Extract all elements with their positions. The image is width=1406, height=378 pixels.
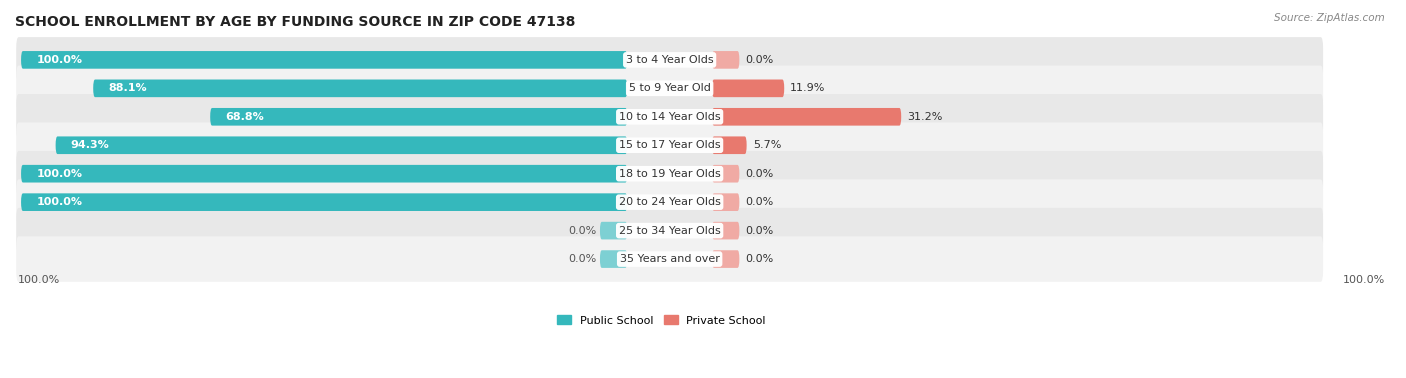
FancyBboxPatch shape [17,37,1323,83]
Text: 88.1%: 88.1% [108,83,148,93]
FancyBboxPatch shape [711,136,747,154]
Text: 0.0%: 0.0% [745,226,773,235]
Text: 35 Years and over: 35 Years and over [620,254,720,264]
Text: 100.0%: 100.0% [37,169,82,179]
Text: 10 to 14 Year Olds: 10 to 14 Year Olds [619,112,720,122]
Text: 0.0%: 0.0% [745,197,773,207]
FancyBboxPatch shape [17,122,1323,168]
Text: 100.0%: 100.0% [18,276,60,285]
Text: 100.0%: 100.0% [37,197,82,207]
FancyBboxPatch shape [17,94,1323,139]
FancyBboxPatch shape [600,222,627,239]
Text: 0.0%: 0.0% [745,169,773,179]
Text: 0.0%: 0.0% [568,254,598,264]
Text: Source: ZipAtlas.com: Source: ZipAtlas.com [1274,13,1385,23]
Text: 3 to 4 Year Olds: 3 to 4 Year Olds [626,55,713,65]
FancyBboxPatch shape [17,208,1323,253]
FancyBboxPatch shape [21,193,627,211]
FancyBboxPatch shape [711,108,901,125]
FancyBboxPatch shape [93,79,627,97]
FancyBboxPatch shape [21,165,627,183]
Text: 31.2%: 31.2% [907,112,942,122]
FancyBboxPatch shape [56,136,627,154]
Text: 5.7%: 5.7% [752,140,782,150]
Text: 68.8%: 68.8% [225,112,264,122]
Legend: Public School, Private School: Public School, Private School [553,311,770,330]
FancyBboxPatch shape [600,250,627,268]
Text: SCHOOL ENROLLMENT BY AGE BY FUNDING SOURCE IN ZIP CODE 47138: SCHOOL ENROLLMENT BY AGE BY FUNDING SOUR… [15,15,575,29]
Text: 11.9%: 11.9% [790,83,825,93]
FancyBboxPatch shape [711,193,740,211]
Text: 20 to 24 Year Olds: 20 to 24 Year Olds [619,197,721,207]
FancyBboxPatch shape [711,222,740,239]
Text: 0.0%: 0.0% [745,55,773,65]
FancyBboxPatch shape [17,151,1323,197]
FancyBboxPatch shape [711,250,740,268]
Text: 5 to 9 Year Old: 5 to 9 Year Old [628,83,710,93]
Text: 94.3%: 94.3% [70,140,110,150]
FancyBboxPatch shape [17,65,1323,111]
Text: 0.0%: 0.0% [745,254,773,264]
FancyBboxPatch shape [21,51,627,69]
FancyBboxPatch shape [711,51,740,69]
FancyBboxPatch shape [711,79,785,97]
Text: 25 to 34 Year Olds: 25 to 34 Year Olds [619,226,720,235]
Text: 100.0%: 100.0% [37,55,82,65]
FancyBboxPatch shape [17,180,1323,225]
FancyBboxPatch shape [711,165,740,183]
Text: 18 to 19 Year Olds: 18 to 19 Year Olds [619,169,720,179]
Text: 0.0%: 0.0% [568,226,598,235]
Text: 15 to 17 Year Olds: 15 to 17 Year Olds [619,140,720,150]
FancyBboxPatch shape [209,108,627,125]
FancyBboxPatch shape [17,236,1323,282]
Text: 100.0%: 100.0% [1343,276,1385,285]
